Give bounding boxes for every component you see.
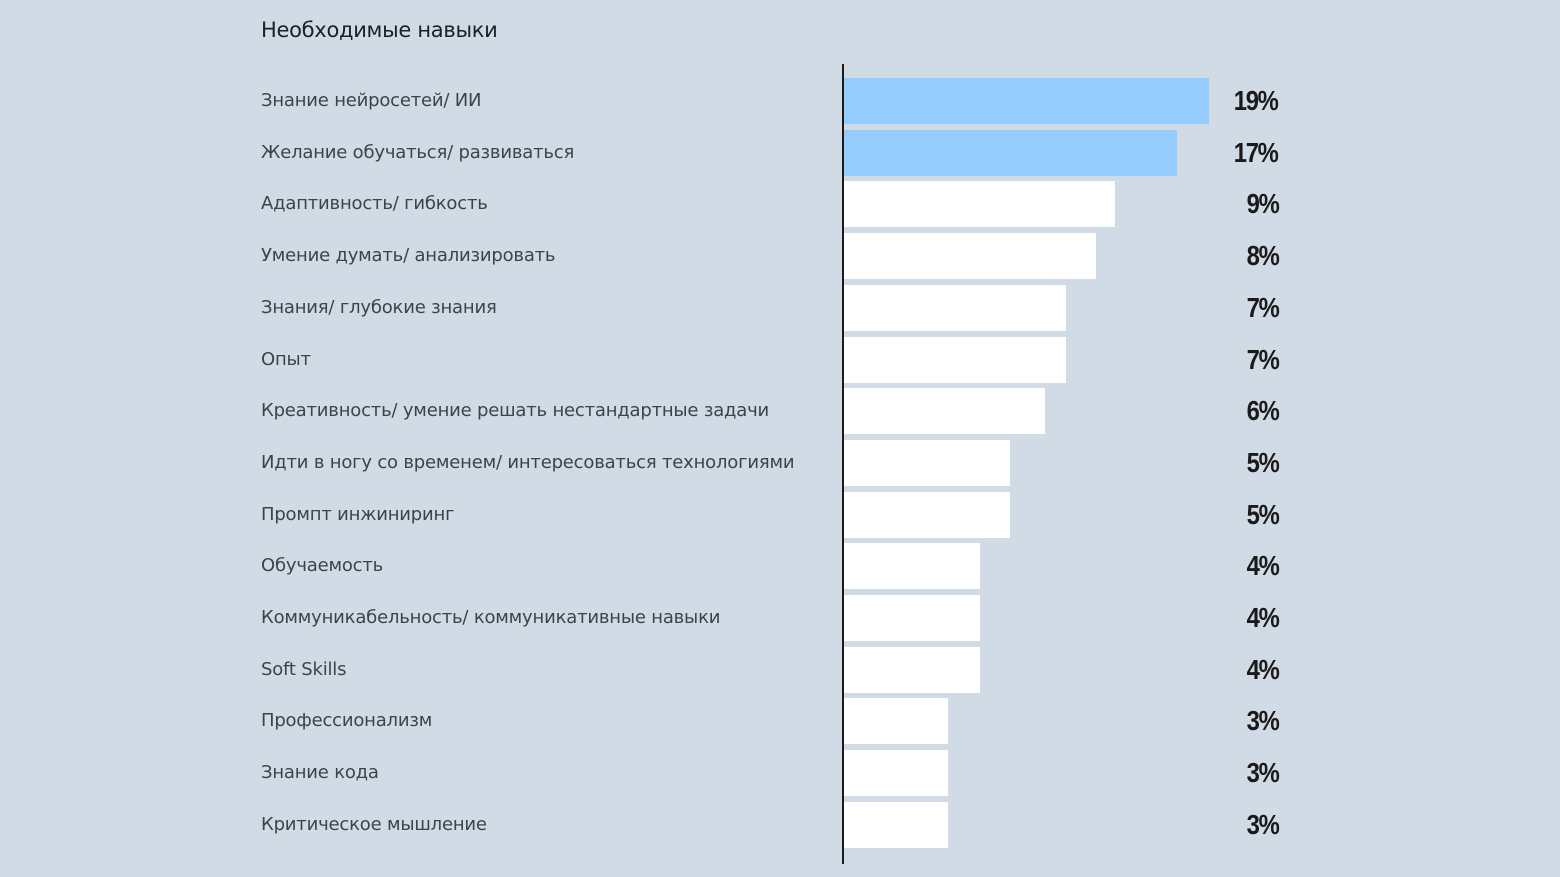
bar [844,78,1209,124]
category-label: Желание обучаться/ развиваться [261,141,575,163]
bar [844,181,1115,228]
category-label: Профессионализм [261,710,433,732]
value-label: 5% [1246,498,1279,530]
bar-row: Креативность/ умение решать нестандартны… [0,388,1560,435]
bar [844,491,1010,538]
value-label: 8% [1246,240,1279,272]
bar-row: Критическое мышление 3% [0,801,1560,848]
value-label: 6% [1246,395,1279,427]
bar-row: Профессионализм 3% [0,698,1560,745]
bar [844,388,1045,435]
bar [844,646,980,693]
value-label: 4% [1246,602,1279,633]
category-label: Умение думать/ анализировать [261,245,556,267]
bar-row: Знание нейросетей/ ИИ 19% [0,78,1560,124]
category-label: Знания/ глубокие знания [261,296,497,318]
value-label: 4% [1246,550,1279,582]
category-label: Критическое мышление [261,813,487,835]
bar-row: Умение думать/ анализировать 8% [0,233,1560,280]
category-label: Промпт инжиниринг [261,503,455,525]
bar-row: Опыт 7% [0,336,1560,383]
bar-row: Обучаемость 4% [0,543,1560,590]
category-label: Креативность/ умение решать нестандартны… [261,400,770,422]
value-label: 3% [1246,808,1279,840]
value-label: 7% [1246,291,1279,323]
value-label: 9% [1246,188,1279,220]
bar [844,750,948,797]
bar-row: Знания/ глубокие знания 7% [0,284,1560,331]
bar [844,439,1010,486]
category-label: Идти в ногу со временем/ интересоваться … [261,451,795,473]
bar [844,284,1066,331]
category-label: Обучаемость [261,555,384,577]
value-label: 5% [1246,446,1279,478]
bar-row: Идти в ногу со временем/ интересоваться … [0,439,1560,486]
bar [844,595,980,641]
category-label: Знание кода [261,762,379,784]
bar [844,698,948,745]
category-label: Знание нейросетей/ ИИ [261,90,482,111]
value-label: 3% [1246,705,1279,737]
value-label: 3% [1246,757,1279,789]
value-label: 4% [1246,653,1279,685]
bar-row: Знание кода 3% [0,750,1560,797]
bar-row: Желание обучаться/ развиваться 17% [0,129,1560,176]
bar [844,129,1177,176]
bar-row: Soft Skills 4% [0,646,1560,693]
bar-row: Адаптивность/ гибкость 9% [0,181,1560,228]
category-label: Soft Skills [261,658,347,680]
bar [844,543,980,590]
value-label: 17% [1234,136,1279,168]
bar [844,233,1096,280]
category-label: Адаптивность/ гибкость [261,193,488,215]
category-label: Опыт [261,348,311,370]
bar [844,801,948,848]
bar-row: Коммуникабельность/ коммуникативные навы… [0,595,1560,641]
chart-title: Необходимые навыки [261,18,498,42]
y-axis-line [842,64,844,864]
bar-row: Промпт инжиниринг 5% [0,491,1560,538]
value-label: 7% [1246,343,1279,375]
bar [844,336,1066,383]
category-label: Коммуникабельность/ коммуникативные навы… [261,607,721,628]
value-label: 19% [1234,85,1279,116]
